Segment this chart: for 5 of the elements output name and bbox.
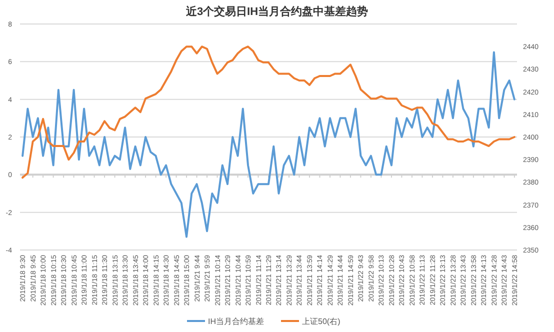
legend-label: 上证50(右) <box>302 317 341 326</box>
chart-title: 近3个交易日IH当月合约盘中基差趋势 <box>184 5 368 18</box>
line-series <box>22 51 516 238</box>
legend-label: IH当月合约基差 <box>208 317 264 326</box>
line-series <box>22 46 516 179</box>
